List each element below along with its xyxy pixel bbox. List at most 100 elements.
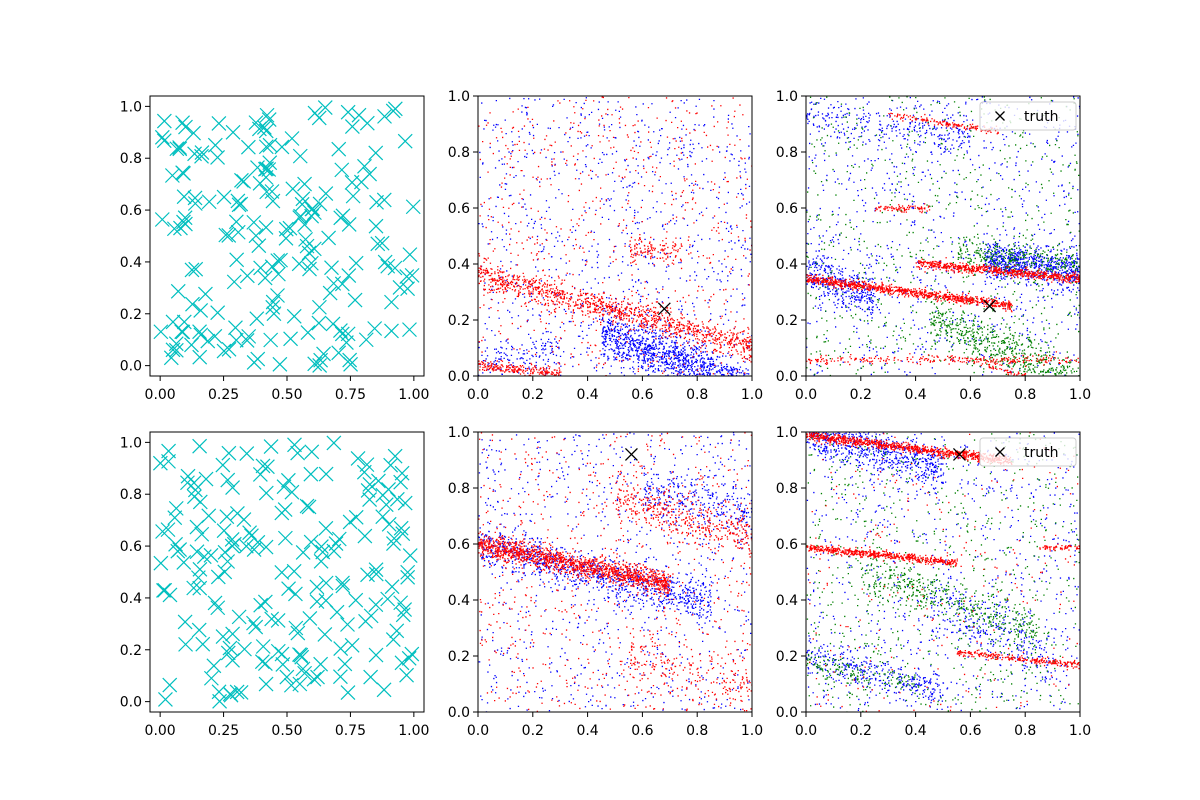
sample-point-47	[283, 331, 298, 347]
sample-point-180	[189, 544, 205, 560]
sample-point-178	[207, 137, 223, 153]
y-tick-label: 0.0	[448, 369, 470, 385]
x-tick-label: 0.6	[631, 723, 653, 739]
sample-point-11	[304, 208, 320, 224]
sample-point-92	[277, 502, 293, 518]
plot-area	[806, 432, 1080, 712]
sample-point-130	[340, 617, 355, 632]
sample-point-60	[210, 569, 226, 585]
sample-point-184	[168, 500, 184, 516]
sample-point-101	[210, 305, 226, 321]
sample-point-190	[246, 542, 262, 557]
sample-point-36	[312, 196, 328, 212]
sample-point-88	[153, 324, 169, 340]
sample-point-31	[383, 457, 399, 473]
sample-point-193	[370, 236, 386, 252]
sample-point-122	[286, 563, 302, 579]
sample-point-106	[178, 636, 194, 652]
x-tick-label: 0.25	[208, 723, 239, 739]
sample-point-155	[301, 499, 317, 515]
legend-label: truth	[1024, 445, 1058, 461]
sample-point-52	[400, 564, 416, 580]
sample-point-48	[294, 196, 310, 212]
y-tick-label: 0.4	[120, 255, 142, 271]
x-tick-label: 0.2	[850, 723, 872, 739]
sample-point-87	[371, 473, 386, 489]
y-tick-label: 0.2	[120, 643, 142, 659]
x-tick-label: 1.00	[398, 723, 429, 739]
sample-point-60	[321, 230, 337, 246]
sample-point-97	[258, 539, 274, 555]
x-tick-label: 0.0	[467, 723, 489, 739]
sample-point-171	[239, 268, 255, 284]
sample-point-128	[185, 296, 200, 312]
sample-point-139	[162, 677, 178, 693]
y-tick-label: 0.2	[448, 313, 470, 329]
y-tick-label: 0.4	[120, 591, 142, 607]
y-tick-label: 0.8	[448, 481, 470, 497]
x-tick-label: 0.8	[1014, 723, 1036, 739]
sample-point-176	[311, 315, 327, 331]
sample-point-9	[358, 613, 373, 629]
sample-point-84	[400, 281, 416, 297]
sample-point-66	[318, 466, 334, 482]
sample-point-140	[156, 582, 171, 598]
truth-marker	[983, 299, 997, 313]
truth-marker	[624, 447, 638, 461]
sample-point-177	[318, 575, 334, 591]
sample-point-43	[154, 129, 170, 145]
sample-point-129	[210, 600, 226, 616]
sample-point-171	[342, 514, 358, 530]
sample-point-4	[167, 510, 183, 526]
sample-point-150	[340, 326, 356, 342]
sample-point-118	[255, 458, 271, 474]
sample-point-182	[254, 654, 270, 670]
sample-point-66	[343, 356, 359, 372]
sample-point-39	[337, 656, 353, 672]
sample-point-64	[395, 607, 411, 623]
plot-area	[478, 96, 752, 376]
sample-point-26	[338, 335, 354, 351]
y-tick-label: 0.2	[120, 307, 142, 323]
sample-point-185	[163, 350, 179, 366]
sample-point-70	[278, 230, 294, 246]
sample-point-69	[312, 357, 328, 373]
sample-point-134	[324, 260, 339, 276]
sample-point-151	[303, 534, 319, 550]
x-tick-label: 1.0	[1069, 387, 1091, 403]
series-blue	[806, 96, 1080, 376]
sample-point-191	[356, 464, 372, 480]
sample-point-162	[196, 549, 212, 565]
sample-point-55	[187, 190, 203, 206]
sample-point-22	[375, 509, 391, 525]
sample-point-179	[192, 324, 207, 340]
sample-point-16	[274, 565, 290, 580]
sample-point-130	[176, 166, 191, 181]
series-blue	[806, 432, 1080, 712]
sample-point-94	[318, 520, 334, 536]
sample-point-21	[368, 145, 384, 161]
sample-point-147	[192, 494, 208, 510]
sample-point-121	[186, 125, 201, 141]
sample-point-160	[178, 216, 193, 232]
sample-point-108	[393, 595, 409, 611]
sample-point-74	[331, 141, 347, 157]
x-tick-label: 0.8	[686, 723, 708, 739]
sample-point-56	[221, 445, 237, 461]
sample-point-104	[397, 133, 413, 149]
series-blue-points	[806, 96, 1080, 376]
sample-point-107	[347, 292, 363, 308]
sample-point-143	[313, 656, 329, 672]
y-tick-label: 0.4	[448, 593, 470, 609]
sample-point-132	[262, 155, 278, 171]
sample-point-83	[302, 261, 317, 277]
sample-point-175	[186, 475, 202, 491]
sample-point-160	[309, 579, 325, 595]
subplot-row2-posterior-three-colors: 0.0 0.2 0.4 0.6 0.8 1.0 0.0 0.2 0.4 0.6 0.8 1.0 trut…	[776, 425, 1091, 739]
sample-point-120	[360, 567, 375, 583]
sample-point-14	[368, 647, 384, 663]
sample-point-44	[389, 623, 405, 639]
legend-truth-icon	[995, 447, 1005, 457]
x-tick-label: 0.4	[904, 723, 926, 739]
